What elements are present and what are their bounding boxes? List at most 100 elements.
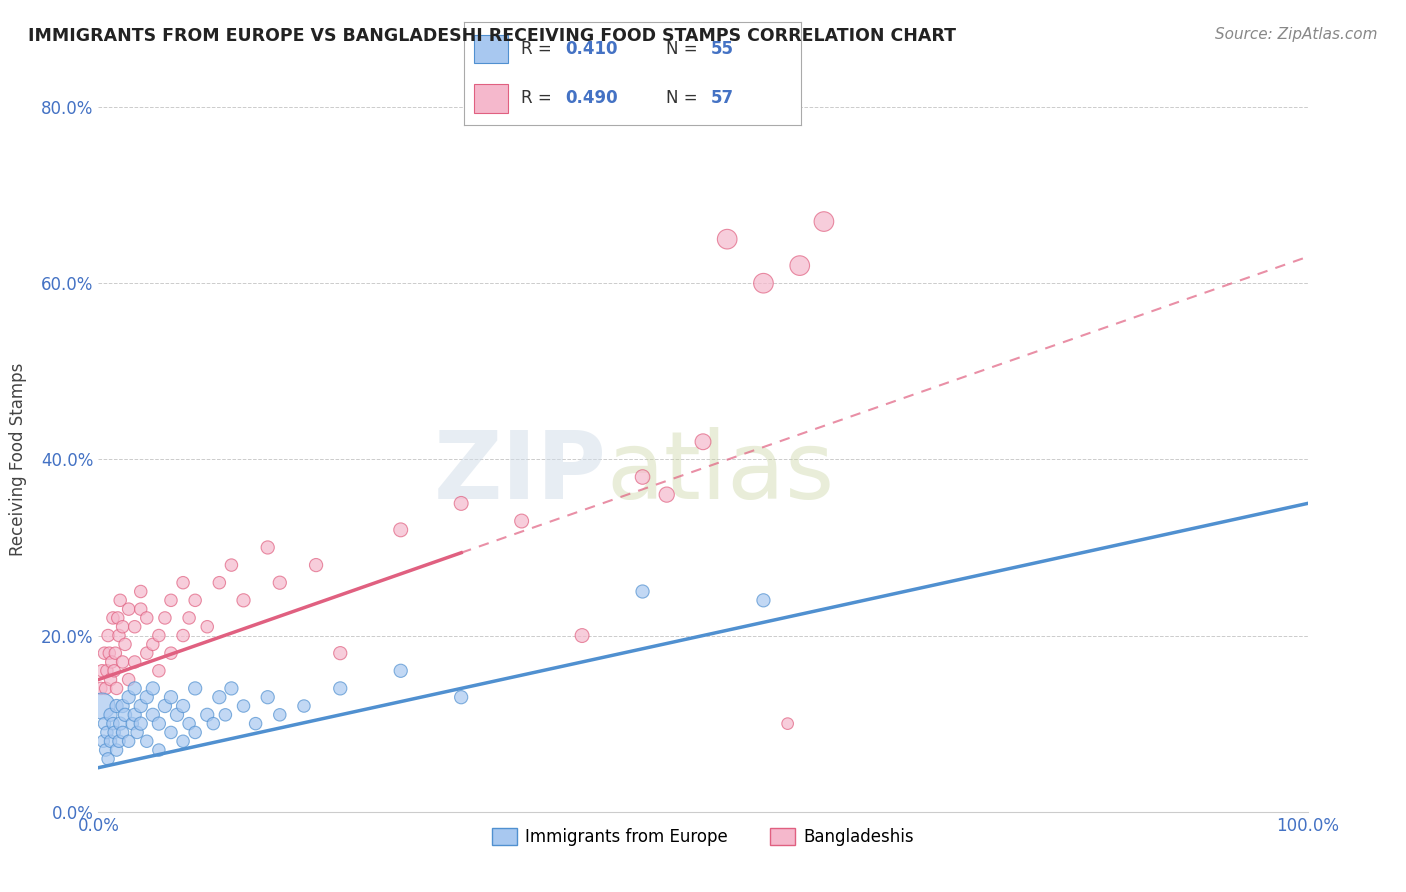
Point	[96, 664, 118, 678]
Point	[571, 628, 593, 642]
Point	[389, 664, 412, 678]
Point	[91, 699, 114, 714]
Point	[160, 725, 183, 739]
Point	[752, 277, 775, 291]
Bar	[474, 84, 508, 112]
Point	[256, 541, 278, 555]
Point	[752, 593, 775, 607]
Point	[148, 716, 170, 731]
Point	[93, 716, 115, 731]
Point	[111, 620, 134, 634]
Point	[100, 734, 122, 748]
Point	[214, 707, 236, 722]
Point	[121, 716, 143, 731]
Text: R =: R =	[522, 40, 557, 58]
Point	[111, 655, 134, 669]
Point	[166, 707, 188, 722]
Point	[108, 716, 131, 731]
Point	[148, 664, 170, 678]
Point	[269, 707, 291, 722]
Point	[179, 611, 201, 625]
Point	[100, 655, 122, 669]
Point	[93, 646, 115, 660]
Text: atlas: atlas	[606, 427, 835, 519]
Point	[148, 743, 170, 757]
Point	[135, 646, 157, 660]
Point	[105, 681, 128, 696]
Point	[118, 734, 141, 748]
Point	[329, 646, 352, 660]
Point	[221, 681, 243, 696]
Point	[100, 673, 122, 687]
Point	[160, 593, 183, 607]
Text: N =: N =	[666, 40, 703, 58]
Text: IMMIGRANTS FROM EUROPE VS BANGLADESHI RECEIVING FOOD STAMPS CORRELATION CHART: IMMIGRANTS FROM EUROPE VS BANGLADESHI RE…	[28, 27, 956, 45]
Point	[776, 716, 799, 731]
Text: 55: 55	[710, 40, 734, 58]
Point	[329, 681, 352, 696]
Point	[135, 734, 157, 748]
Point	[124, 681, 146, 696]
Point	[184, 681, 207, 696]
Text: N =: N =	[666, 89, 703, 107]
Text: Source: ZipAtlas.com: Source: ZipAtlas.com	[1215, 27, 1378, 42]
Text: 0.490: 0.490	[565, 89, 617, 107]
Point	[142, 707, 165, 722]
Point	[305, 558, 328, 573]
Point	[118, 690, 141, 705]
Point	[111, 725, 134, 739]
Point	[105, 743, 128, 757]
Point	[96, 725, 118, 739]
Point	[389, 523, 412, 537]
Point	[148, 628, 170, 642]
Point	[101, 716, 124, 731]
Point	[97, 628, 120, 642]
Point	[232, 593, 254, 607]
Point	[129, 699, 152, 714]
Point	[142, 637, 165, 651]
Point	[208, 575, 231, 590]
Point	[172, 699, 194, 714]
Point	[813, 214, 835, 228]
Point	[124, 707, 146, 722]
Point	[105, 699, 128, 714]
Point	[142, 681, 165, 696]
Point	[135, 690, 157, 705]
Legend: Immigrants from Europe, Bangladeshis: Immigrants from Europe, Bangladeshis	[485, 822, 921, 853]
Point	[118, 673, 141, 687]
Point	[124, 655, 146, 669]
Point	[245, 716, 267, 731]
Point	[172, 575, 194, 590]
Point	[127, 725, 149, 739]
Point	[716, 232, 738, 246]
Point	[135, 611, 157, 625]
Point	[510, 514, 533, 528]
Point	[98, 646, 121, 660]
Point	[153, 611, 176, 625]
Point	[108, 628, 131, 642]
Y-axis label: Receiving Food Stamps: Receiving Food Stamps	[10, 363, 27, 556]
Point	[256, 690, 278, 705]
Point	[108, 734, 131, 748]
Point	[160, 646, 183, 660]
Point	[221, 558, 243, 573]
Point	[97, 752, 120, 766]
Text: R =: R =	[522, 89, 557, 107]
Text: 57: 57	[710, 89, 734, 107]
Bar	[474, 35, 508, 63]
Point	[94, 681, 117, 696]
Point	[114, 707, 136, 722]
Point	[94, 743, 117, 757]
Point	[160, 690, 183, 705]
Point	[184, 725, 207, 739]
Point	[631, 584, 654, 599]
Point	[101, 611, 124, 625]
Point	[195, 707, 218, 722]
Point	[107, 611, 129, 625]
Point	[292, 699, 315, 714]
Point	[124, 620, 146, 634]
Point	[129, 716, 152, 731]
Point	[111, 699, 134, 714]
Point	[195, 620, 218, 634]
Point	[179, 716, 201, 731]
